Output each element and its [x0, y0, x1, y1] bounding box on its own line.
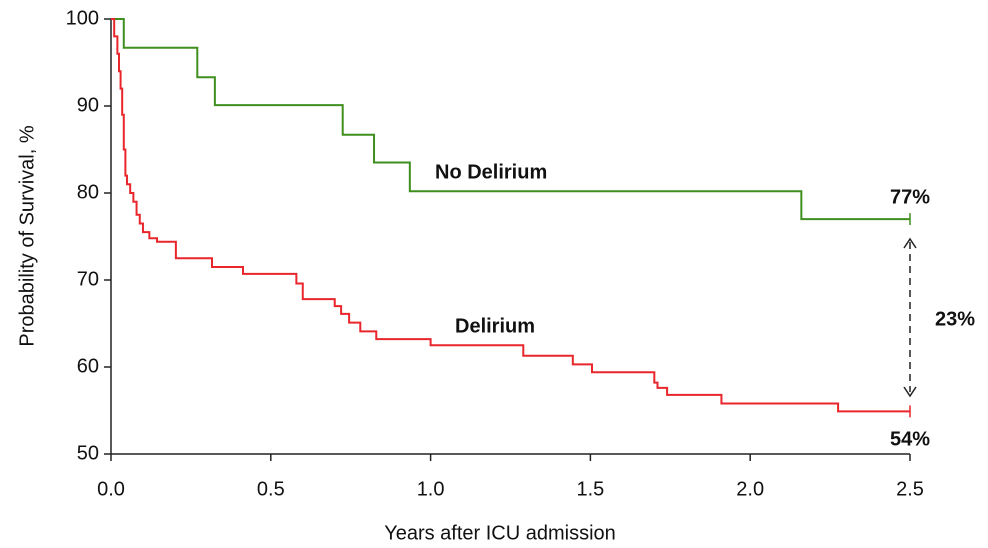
arrow-heads [903, 237, 917, 398]
annotation: 23% [935, 308, 975, 330]
x-tick-label: 2.0 [736, 478, 764, 500]
series-label: No Delirium [435, 161, 547, 183]
x-tick-label: 1.5 [576, 478, 604, 500]
annotation: 54% [890, 428, 930, 450]
x-tick-label: 0.0 [97, 478, 125, 500]
y-tick-label: 70 [77, 268, 99, 290]
survival-curve [111, 18, 910, 413]
y-tick-label: 80 [77, 181, 99, 203]
y-tick-label: 60 [77, 355, 99, 377]
x-tick-label: 1.0 [417, 478, 445, 500]
y-axis-label: Probability of Survival, % [16, 125, 38, 346]
annotation: 77% [890, 186, 930, 208]
x-tick-label: 2.5 [896, 478, 924, 500]
y-tick-label: 100 [66, 7, 99, 29]
y-tick-label: 50 [77, 442, 99, 464]
series-label: Delirium [455, 315, 535, 337]
survival-curve [111, 18, 910, 221]
y-tick-label: 90 [77, 94, 99, 116]
x-tick-label: 0.5 [257, 478, 285, 500]
x-axis-label: Years after ICU admission [384, 522, 616, 544]
